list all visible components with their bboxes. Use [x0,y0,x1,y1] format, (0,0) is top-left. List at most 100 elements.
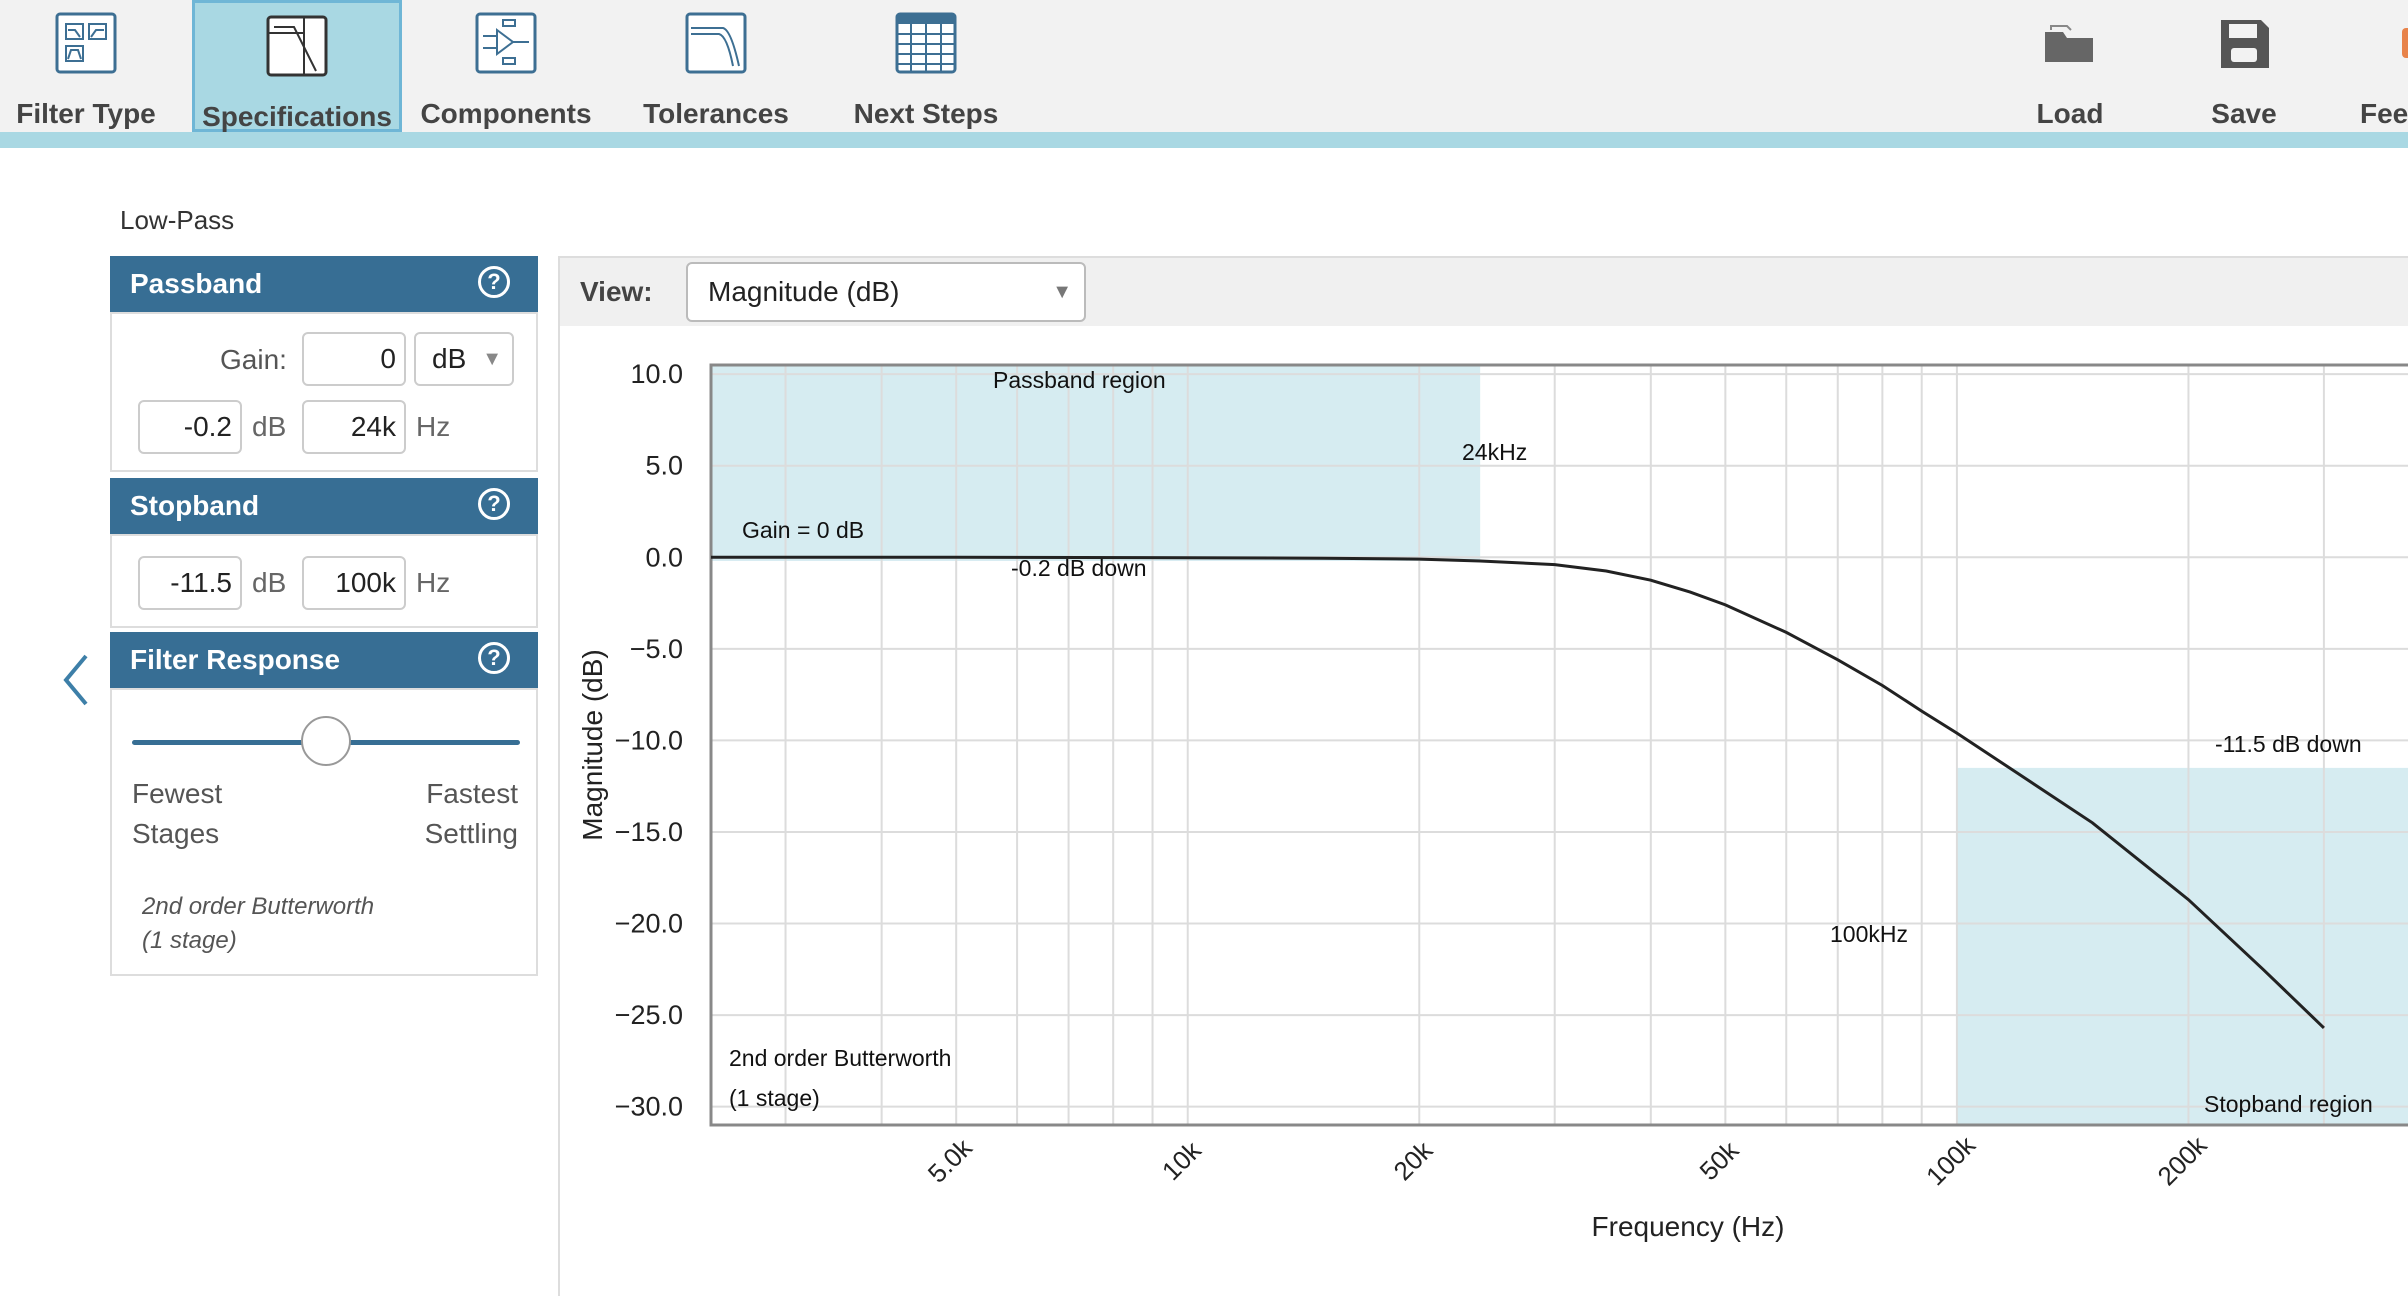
y-tick-label: 10.0 [630,359,683,389]
tolerances-label: Tolerances [643,98,789,129]
y-tick-label: −15.0 [615,817,683,847]
gain-unit-select[interactable]: dB ▼ [414,332,514,386]
filter-type-label: Filter Type [16,98,156,129]
gain-label-annotation: Gain = 0 dB [742,517,864,543]
stopband-atten-annotation: -11.5 dB down [2215,731,2362,757]
gain-label: Gain: [220,344,287,375]
passband-edge-label: 24kHz [1462,439,1527,465]
filter-type-button[interactable]: Filter Type [0,0,172,132]
filter-summary-line-2: (1 stage) [142,927,237,954]
specifications-label: Specifications [202,101,392,132]
passband-region [711,365,1481,561]
y-tick-label: −25.0 [615,1000,683,1030]
filter-response-header: Filter Response ? [110,632,538,688]
passband-ripple-input[interactable]: -0.2 [138,400,242,454]
passband-region-label: Passband region [993,367,1166,393]
gain-input[interactable]: 0 [302,332,406,386]
stopband-title: Stopband [130,490,260,521]
stages-label: Stages [132,818,220,849]
fewest-label: Fewest [132,778,223,809]
graph-panel [558,256,2408,1296]
chart-grid [711,365,2408,1125]
load-button[interactable]: Load [1990,0,2150,132]
tolerances-button[interactable]: Tolerances [620,0,812,132]
next-steps-label: Next Steps [853,98,999,129]
x-tick-label: 10k [1156,1135,1208,1187]
response-curve [711,555,2325,1029]
x-tick-label: 50k [1694,1135,1746,1187]
y-axis-label: Magnitude (dB) [577,649,608,840]
passband-panel: Gain: 0 dB ▼ -0.2 dB 24k Hz [110,312,538,472]
fastest-label: Fastest [426,778,518,809]
passband-freq-input[interactable]: 24k [302,400,406,454]
y-tick-label: −30.0 [615,1092,683,1122]
components-label: Components [420,98,592,129]
passband-title: Passband [130,268,263,299]
chevron-down-icon: ▼ [1052,281,1072,303]
filter-order-annotation: 2nd order Butterworth [729,1045,951,1071]
stopband-region [1956,767,2408,1125]
chart-annotations: Passband region 24kHz Gain = 0 dB -0.2 dB d… [729,367,2373,1117]
toolbar: Filter Type Specifications Components T [0,0,2408,132]
feedback-label: Fee [2360,98,2408,129]
filter-type-icon [55,12,117,74]
stopband-freq-unit: Hz [416,567,451,598]
save-button[interactable]: Save [2170,0,2318,132]
x-tick-label: 20k [1387,1135,1439,1187]
help-icon[interactable]: ? [478,642,510,674]
y-tick-label: −20.0 [615,909,683,939]
feedback-button[interactable]: Fee [2340,0,2408,132]
feedback-icon [2402,28,2408,58]
chart-regions [711,365,2408,1125]
passband-header: Passband ? [110,256,538,312]
tolerances-icon [685,12,747,74]
view-select[interactable]: Magnitude (dB) ▼ [686,262,1086,322]
settling-label: Settling [424,818,518,849]
next-steps-icon [895,12,957,74]
help-icon[interactable]: ? [478,488,510,520]
chevron-down-icon: ▼ [482,348,502,370]
chevron-left-icon[interactable] [58,650,94,710]
plot-area-border [709,363,2408,1127]
gain-unit-value: dB [432,343,467,374]
components-icon [475,12,537,74]
view-label: View: [580,276,653,307]
y-tick-label: 5.0 [645,451,683,481]
fewest-stages-label: Fewest Stages [132,774,222,854]
y-tick-labels: 10.0 5.0 0.0 −5.0 −10.0 −15.0 −20.0 −25.0 −30.0 [615,359,683,1122]
y-tick-label: 0.0 [645,542,683,572]
load-label: Load [2036,98,2104,129]
stopband-freq-input[interactable]: 100k [302,556,406,610]
x-tick-label: 100k [1920,1129,1982,1191]
save-label: Save [2211,98,2277,129]
y-tick-label: −10.0 [615,725,683,755]
filter-kind-label: Low-Pass [120,205,235,235]
stopband-atten-input[interactable]: -11.5 [138,556,242,610]
components-button[interactable]: Components [410,0,602,132]
passband-ripple-unit: dB [252,411,287,442]
specifications-button[interactable]: Specifications [192,0,402,132]
x-tick-label: 200k [2152,1129,2214,1191]
passband-ripple-annotation: -0.2 dB down [1011,555,1147,581]
filter-summary: 2nd order Butterworth (1 stage) [142,890,374,958]
y-tick-label: −5.0 [630,634,683,664]
stopband-header: Stopband ? [110,478,538,534]
help-icon[interactable]: ? [478,266,510,298]
filter-response-panel: Fewest Stages Fastest Settling 2nd order… [110,688,538,976]
passband-freq-unit: Hz [416,411,451,442]
specifications-icon [266,15,328,77]
filter-response-title: Filter Response [130,644,341,675]
stopband-region-label: Stopband region [2204,1091,2373,1117]
response-slider-thumb[interactable] [301,716,351,766]
stopband-edge-label: 100kHz [1830,921,1908,947]
x-tick-label: 5.0k [922,1132,979,1189]
fastest-settling-label: Fastest Settling [425,774,518,854]
toolbar-accent-bar [0,132,2408,148]
stopband-panel: -11.5 dB 100k Hz [110,534,538,628]
stopband-atten-unit: dB [252,567,287,598]
x-tick-labels: 5.0k 10k 20k 50k 100k 200k [922,1129,2214,1191]
filter-stages-annotation: (1 stage) [729,1085,820,1111]
view-select-value: Magnitude (dB) [708,276,900,307]
next-steps-button[interactable]: Next Steps [830,0,1022,132]
